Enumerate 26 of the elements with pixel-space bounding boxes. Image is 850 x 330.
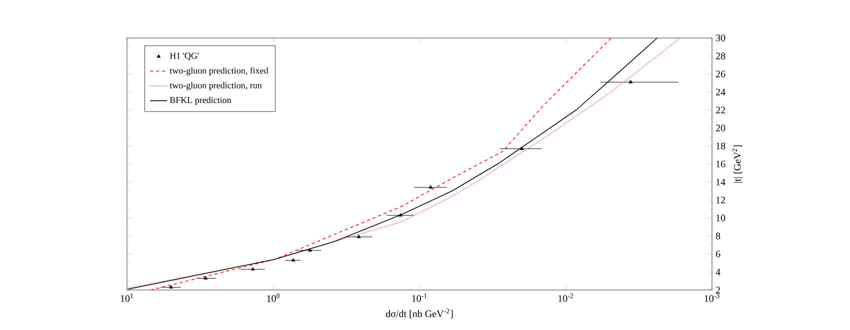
y-tick-label: 16 [716,160,726,168]
legend-label: BFKL prediction [170,96,232,105]
x-axis-title: dσ/dt [nb GeV$^{-2}$] [386,308,453,318]
y-tick-label: 20 [716,124,726,132]
y-tick-label: 10 [716,214,726,222]
x-tick-label: 10$^{1}$ [120,294,134,302]
y-tick-label: 18 [716,142,726,150]
y-axis-title: |t| [GeV$^{2}$] [732,145,743,183]
legend-label: H1 'QG' [170,52,199,60]
y-tick-label: 6 [716,250,720,258]
y-tick-label: 24 [716,88,726,96]
x-tick-label: 10$^{-3}$ [704,294,720,302]
x-tick-label: 10$^{-1}$ [412,294,427,302]
y-tick-label: 14 [716,178,726,186]
x-tick-label: 10$^{-2}$ [558,294,574,302]
y-tick-label: 26 [716,70,726,78]
legend-label: two-gluon prediction, run [170,82,262,90]
y-tick-label: 2 [716,286,720,294]
y-tick-label: 22 [716,106,725,114]
y-tick-label: 4 [716,268,720,276]
y-tick-label: 28 [716,52,726,60]
y-tick-label: 30 [716,34,726,42]
y-tick-label: 12 [716,196,725,204]
x-tick-label: 10$^{0}$ [267,294,280,302]
y-tick-label: 8 [716,232,720,240]
legend-label: two-gluon prediction, fixed [170,67,268,76]
